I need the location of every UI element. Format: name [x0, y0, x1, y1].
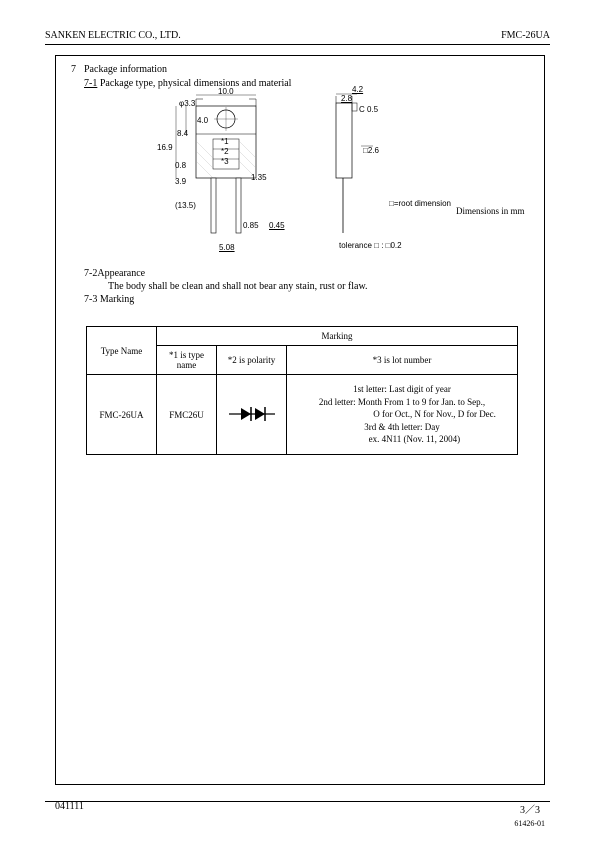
pin3-label: *3 [221, 157, 229, 166]
section-title: Package information [84, 64, 167, 75]
th-col3: *3 is lot number [287, 346, 518, 375]
lot-line-1: 1st letter: Last digit of year [293, 383, 511, 396]
dim-28: 2.8 [341, 94, 352, 103]
dim-135: (13.5) [175, 201, 196, 210]
package-diagram: 10.0 φ3.3 4.0 8.4 16.9 0.8 3.9 (13.5) 1.… [141, 91, 471, 261]
cell-marking-name: FMC26U [157, 375, 217, 455]
dim-045: 0.45 [269, 221, 285, 230]
dim-42: 4.2 [352, 85, 363, 94]
dim-135b: 1.35 [251, 173, 267, 182]
dim-c05: C 0.5 [359, 105, 378, 114]
header-rule [45, 44, 550, 45]
company-name: SANKEN ELECTRIC CO., LTD. [45, 30, 181, 41]
sub1-title: Package type, physical dimensions and ma… [100, 78, 292, 89]
th-col2: *2 is polarity [217, 346, 287, 375]
lot-line-3: O for Oct., N for Nov., D for Dec. [293, 408, 511, 421]
sub2-number: 7-2 [84, 268, 97, 279]
dim-phi33: φ3.3 [179, 99, 195, 108]
sub3-number: 7-3 [84, 294, 97, 305]
sub3-title: Marking [100, 294, 134, 305]
sub2-title: Appearance [97, 268, 145, 279]
sub1-number: 7-1 [84, 78, 97, 89]
dim-508: 5.08 [219, 243, 235, 252]
th-marking: Marking [157, 327, 518, 346]
root-dim-note: □=root dimension [389, 199, 451, 208]
lot-line-4: 3rd & 4th letter: Day [293, 421, 511, 434]
doc-id: 61426-01 [514, 819, 545, 828]
dim-84: 8.4 [177, 129, 188, 138]
pin1-label: *1 [221, 137, 229, 146]
part-number: FMC-26UA [501, 30, 550, 41]
cell-lot-number: 1st letter: Last digit of year 2nd lette… [287, 375, 518, 455]
footer-page: 3／3 [520, 801, 540, 816]
marking-table: Type Name Marking *1 is type name *2 is … [86, 326, 518, 455]
th-type-name: Type Name [87, 327, 157, 375]
diode-symbol-icon [227, 404, 277, 424]
th-col1: *1 is type name [157, 346, 217, 375]
cell-type-name: FMC-26UA [87, 375, 157, 455]
dimensions-unit: Dimensions in mm [456, 206, 525, 216]
dim-39: 3.9 [175, 177, 186, 186]
dim-169: 16.9 [157, 143, 173, 152]
lot-line-5: ex. 4N11 (Nov. 11, 2004) [293, 433, 511, 446]
content-frame: 7 Package information 7-1 Package type, … [55, 55, 545, 785]
lot-line-2: 2nd letter: Month From 1 to 9 for Jan. t… [293, 396, 511, 409]
appearance-body: The body shall be clean and shall not be… [108, 281, 368, 292]
cell-polarity [217, 375, 287, 455]
tolerance-note: tolerance □ : □0.2 [339, 241, 402, 250]
footer-date: 041111 [55, 801, 84, 816]
dim-085: 0.85 [243, 221, 259, 230]
dim-10: 10.0 [218, 87, 234, 96]
pin2-label: *2 [221, 147, 229, 156]
section-number: 7 [71, 64, 76, 75]
dim-08: 0.8 [175, 161, 186, 170]
dim-sq26: □2.6 [363, 146, 379, 155]
dim-4: 4.0 [197, 116, 208, 125]
